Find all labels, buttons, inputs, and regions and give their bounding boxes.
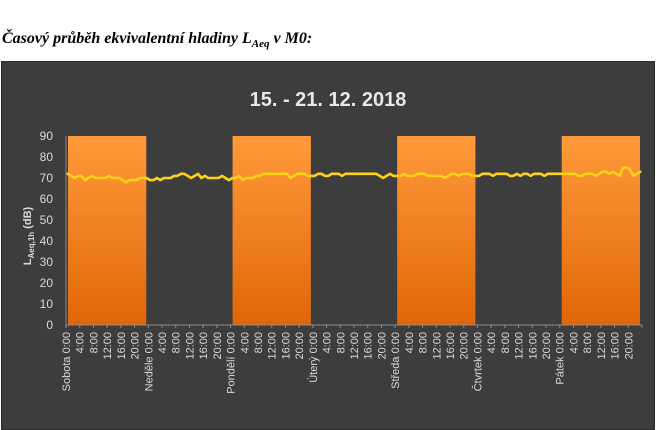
x-tick-label: 16:00 (363, 332, 375, 360)
x-tick-label: 8:00 (171, 332, 183, 353)
y-tick-label: 90 (40, 129, 54, 143)
y-tick-label: 30 (40, 255, 54, 269)
x-tick-label: 12:00 (349, 332, 361, 360)
y-axis-label: LAeq,1h (dB) (22, 206, 36, 265)
highlight-bar-pondělí (232, 136, 311, 325)
x-tick-label: 20:00 (294, 332, 306, 360)
x-tick-label: Pondělí 0:00 (226, 332, 238, 394)
x-tick-label: 16:00 (116, 332, 128, 360)
x-tick-label: 20:00 (459, 332, 471, 360)
x-tick-label: 4:00 (322, 332, 334, 353)
x-tick-label: Pátek 0:00 (555, 332, 567, 385)
x-tick-label: 8:00 (253, 332, 265, 353)
y-tick-label: 80 (40, 150, 54, 164)
x-tick-label: Neděle 0:00 (143, 332, 155, 391)
y-tick-label: 60 (40, 192, 54, 206)
x-tick-label: 12:00 (184, 332, 196, 360)
y-tick-label: 10 (40, 297, 54, 311)
x-tick-label: 4:00 (568, 332, 580, 353)
x-tick-label: 8:00 (88, 332, 100, 353)
x-tick-label: 12:00 (514, 332, 526, 360)
x-tick-label: 8:00 (418, 332, 430, 353)
chart-title: 15. - 21. 12. 2018 (250, 89, 407, 111)
x-tick-label: 4:00 (75, 332, 87, 353)
x-tick-label: 12:00 (102, 332, 114, 360)
highlight-bar-středa (397, 136, 476, 325)
highlight-bar-pátek (561, 136, 640, 325)
x-tick-label: 4:00 (404, 332, 416, 353)
x-tick-label: 8:00 (335, 332, 347, 353)
x-tick-label: 20:00 (376, 332, 388, 360)
x-tick-label: 16:00 (280, 332, 292, 360)
x-tick-label: 4:00 (486, 332, 498, 353)
x-tick-label: 12:00 (431, 332, 443, 360)
y-tick-label: 70 (40, 171, 54, 185)
x-tick-label: Středa 0:00 (390, 332, 402, 389)
x-tick-label: 16:00 (610, 332, 622, 360)
highlight-bar-sobota (68, 136, 147, 325)
x-tick-label: 8:00 (500, 332, 512, 353)
figure-caption: Časový průběh ekvivalentní hladiny LAeq … (2, 30, 313, 51)
x-tick-label: 12:00 (267, 332, 279, 360)
x-tick-label: 16:00 (198, 332, 210, 360)
y-tick-label: 20 (40, 276, 54, 290)
x-tick-label: 20:00 (623, 332, 635, 360)
x-tick-label: 4:00 (239, 332, 251, 353)
y-tick-label: 0 (46, 318, 53, 332)
x-tick-label: Úterý 0:00 (307, 332, 320, 383)
line-chart: 15. - 21. 12. 2018 0 10 20 30 40 50 60 70 80 90 S… (22, 89, 643, 394)
x-tick-label: 20:00 (130, 332, 142, 360)
y-tick-label: 40 (40, 234, 54, 248)
x-tick-label: 20:00 (541, 332, 553, 360)
x-tick-label: Sobota 0:00 (61, 332, 73, 391)
x-tick-label: 20:00 (212, 332, 224, 360)
x-tick-label: Čtvrtek 0:00 (471, 332, 484, 391)
chart-panel: 15. - 21. 12. 2018 0 10 20 30 40 50 60 70 80 90 S… (1, 61, 655, 430)
series-line-1 (66, 166, 642, 184)
x-tick-label: 4:00 (157, 332, 169, 353)
x-tick-label: 16:00 (527, 332, 539, 360)
x-tick-label: 12:00 (596, 332, 608, 360)
y-tick-label: 50 (40, 213, 54, 227)
x-tick-label: 8:00 (582, 332, 594, 353)
x-tick-label: 16:00 (445, 332, 457, 360)
